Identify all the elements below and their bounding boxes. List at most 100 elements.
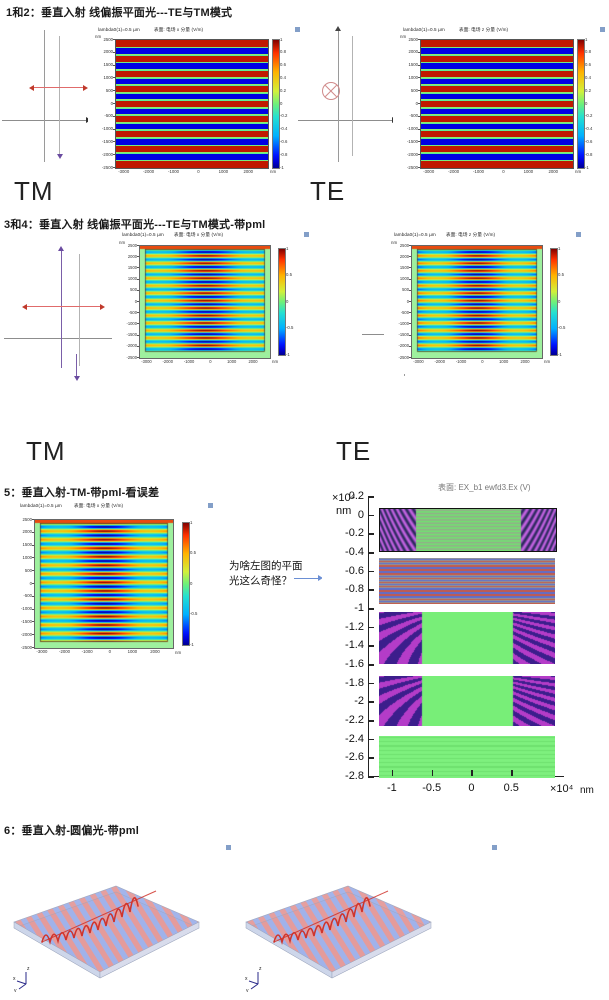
window-icon[interactable] xyxy=(226,845,231,850)
y-tick-mark xyxy=(409,345,411,347)
y-tick-label: 0 xyxy=(110,100,113,106)
y-tick-mark xyxy=(137,245,139,246)
y-tick-mark xyxy=(32,583,34,584)
colorbar-tick-label: 1 xyxy=(280,36,283,42)
y-tick-mark xyxy=(32,595,34,597)
colorbar-tick-label: 0.6 xyxy=(280,62,286,68)
colorbar-tick-label: 0 xyxy=(280,100,283,106)
big-y-tick-mark xyxy=(368,608,374,610)
x-tick-label: -3000 xyxy=(413,359,424,364)
field-band-top xyxy=(379,508,557,552)
colorbar-tick-label: 0.8 xyxy=(585,49,591,55)
x-tick-label: -1000 xyxy=(183,359,195,364)
figure-title-right: 表面: 电场 z 分量 (V/m) xyxy=(459,27,509,32)
polarization-schematic-tm-pml xyxy=(4,246,124,381)
y-unit-label: nm xyxy=(95,34,102,39)
x-tick-label: -2000 xyxy=(143,169,155,174)
y-tick-label: -2500 xyxy=(407,164,418,170)
x-unit-label: nm xyxy=(270,169,277,174)
y-tick-label: 500 xyxy=(130,287,137,293)
y-unit-label: nm xyxy=(400,34,407,39)
y-tick-mark xyxy=(113,128,115,130)
x-tick-label: 0 xyxy=(502,169,505,174)
tm-polarization-arrow xyxy=(26,306,102,308)
y-tick-label: -500 xyxy=(23,593,32,599)
y-tick-label: 1000 xyxy=(408,75,418,80)
big-y-tick-mark xyxy=(368,626,374,629)
y-tick-label: -2500 xyxy=(126,354,137,360)
y-tick-label: 1000 xyxy=(103,75,113,80)
y-tick-label: -2000 xyxy=(398,343,409,349)
section-1-heading: 1和2：垂直入射 线偏振平面光---TE与TM模式 xyxy=(6,7,233,19)
y-tick-label: -500 xyxy=(128,309,137,315)
big-y-tick-label: -2.6 xyxy=(345,751,364,764)
x-tick-label: -1000 xyxy=(81,649,93,654)
polarization-schematic-tm xyxy=(2,30,91,175)
axis-triad-right: z x y xyxy=(245,966,262,994)
y-tick-mark xyxy=(32,531,34,533)
colorbar-tick-label: -1 xyxy=(280,164,284,170)
tm-arrow-head-left xyxy=(29,84,34,91)
y-tick-mark xyxy=(113,77,115,79)
big-y-tick-label: 0.2 xyxy=(348,490,364,502)
big-y-tick-label: -1.4 xyxy=(345,639,364,652)
iso-plot-svg-left: z x y xyxy=(13,885,200,994)
y-tick-label: -500 xyxy=(400,309,409,315)
y-tick-mark xyxy=(113,64,115,66)
y-tick-label: -2000 xyxy=(407,151,418,157)
big-y-tick-mark xyxy=(368,645,374,647)
figure-2-tm: lambda0(1)=0.5 µm 表面: 电场 x 分量 (V/m) nm 2… xyxy=(112,232,312,374)
figure-1-tm: lambda0(1)=0.5 µm 表面: 电场 x 分量 (V/m) nm 2… xyxy=(88,26,303,176)
colorbar-tick-label: -0.2 xyxy=(585,113,593,119)
big-y-tick-mark xyxy=(368,776,374,778)
big-y-tick-label: -1.8 xyxy=(345,676,364,689)
big-x-tick-mark xyxy=(431,770,434,776)
y-tick-label: 2000 xyxy=(399,253,409,259)
tm-arrow-head-right xyxy=(83,84,88,91)
figure-title-right: 表面: 电场 x 分量 (V/m) xyxy=(154,27,204,32)
y-tick-mark xyxy=(418,154,420,155)
colorbar xyxy=(182,522,190,646)
y-tick-mark xyxy=(137,256,139,257)
window-icon[interactable] xyxy=(576,232,581,237)
colorbar-tick-label: 1 xyxy=(558,245,561,251)
y-tick-label: 1500 xyxy=(103,62,113,68)
x-tick-label: 0 xyxy=(108,649,111,654)
colorbar-tick-label: -0.5 xyxy=(190,611,198,617)
field-band-fourth xyxy=(379,676,555,726)
plot-area xyxy=(411,245,543,359)
big-y-tick-label: -2.8 xyxy=(345,770,364,782)
y-tick-mark xyxy=(418,128,420,130)
big-y-tick-label: -2.4 xyxy=(345,732,364,745)
window-icon[interactable] xyxy=(208,503,213,508)
x-exponent-label: ×10⁴ xyxy=(550,783,574,795)
x-tick-label: 1000 xyxy=(499,359,509,364)
y-tick-label: 0 xyxy=(29,580,32,586)
field-band-second xyxy=(379,558,555,604)
y-tick-mark xyxy=(418,90,420,91)
y-tick-mark xyxy=(137,278,139,280)
window-icon[interactable] xyxy=(600,27,605,32)
y-tick-mark xyxy=(409,245,411,246)
axis-vertical xyxy=(61,250,62,368)
axis-horizontal xyxy=(2,120,88,121)
colorbar-tick-label: 0.4 xyxy=(280,75,286,80)
window-icon[interactable] xyxy=(492,845,497,850)
figure-title-left: lambda0(1)=0.5 µm xyxy=(98,27,140,32)
y-tick-label: -1000 xyxy=(102,126,113,132)
x-unit-label: nm xyxy=(544,359,551,364)
axis-arrow-up xyxy=(58,246,64,251)
window-icon[interactable] xyxy=(304,232,309,237)
y-tick-mark xyxy=(113,141,115,143)
figure-1-te: lambda0(1)=0.5 µm 表面: 电场 z 分量 (V/m) nm 2… xyxy=(393,26,608,176)
colorbar-tick-label: 0.5 xyxy=(558,272,564,278)
window-icon[interactable] xyxy=(295,27,300,32)
y-tick-mark xyxy=(409,301,411,302)
y-tick-mark xyxy=(418,103,420,104)
y-tick-label: 2500 xyxy=(22,516,32,522)
y-tick-label: 1500 xyxy=(22,542,32,548)
y-tick-mark xyxy=(409,312,411,313)
y-tick-mark xyxy=(137,301,139,302)
y-tick-mark xyxy=(137,289,139,291)
y-tick-mark xyxy=(32,557,34,559)
